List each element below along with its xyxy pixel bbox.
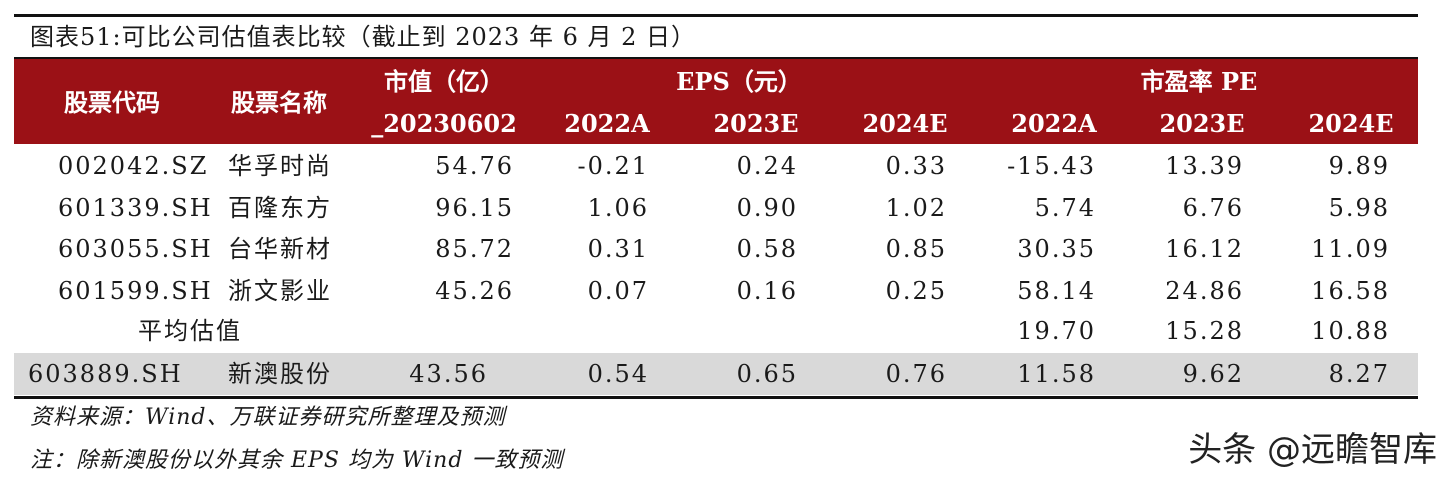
benchmark-row: 603889.SH 新澳股份 43.56 0.54 0.65 0.76 11.5… (14, 353, 1418, 395)
header-pe-2023: 2023E (1159, 109, 1245, 138)
table-row: 601599.SH 浙文影业 45.26 0.07 0.16 0.25 58.1… (14, 271, 1418, 311)
table-title: 图表51:可比公司估值表比较（截止到 2023 年 6 月 2 日） (30, 23, 697, 51)
source-note: 资料来源：Wind、万联证券研究所整理及预测 (30, 405, 506, 430)
pe-2022: 58.14 (1017, 277, 1096, 305)
average-pe-2024: 10.88 (1311, 317, 1390, 345)
stock-code: 002042.SZ (58, 152, 209, 180)
benchmark-market-cap: 43.56 (409, 360, 488, 388)
stock-name: 百隆东方 (228, 194, 332, 222)
stock-code: 603055.SH (58, 235, 213, 263)
benchmark-pe-2023: 9.62 (1182, 360, 1244, 388)
average-label: 平均估值 (138, 317, 242, 345)
pe-2024: 16.58 (1311, 277, 1390, 305)
pe-2022: -15.43 (1007, 152, 1096, 180)
market-cap: 45.26 (435, 277, 514, 305)
table-header: 股票代码 股票名称 市值（亿） _20230602 EPS（元） 市盈率 PE … (14, 59, 1418, 144)
header-mktcap-date: _20230602 (371, 109, 517, 138)
pe-2022: 5.74 (1034, 194, 1096, 222)
eps-2023: 0.90 (736, 194, 798, 222)
market-cap: 85.72 (435, 235, 514, 263)
header-eps-group: EPS（元） (676, 67, 802, 96)
market-cap: 54.76 (435, 152, 514, 180)
top-rule (14, 14, 1418, 17)
eps-2024: 0.33 (885, 152, 947, 180)
eps-2023: 0.24 (736, 152, 798, 180)
stock-code: 601339.SH (58, 194, 213, 222)
pe-2024: 11.09 (1311, 235, 1390, 263)
benchmark-name: 新澳股份 (228, 360, 332, 388)
header-mktcap: 市值（亿） (384, 67, 504, 96)
benchmark-eps-2022: 0.54 (587, 360, 649, 388)
header-name: 股票名称 (231, 88, 327, 117)
eps-2023: 0.58 (736, 235, 798, 263)
table-row: 603055.SH 台华新材 85.72 0.31 0.58 0.85 30.3… (14, 229, 1418, 269)
header-pe-2022: 2022A (1011, 109, 1097, 138)
watermark: 头条 @远瞻智库 (1188, 430, 1437, 470)
pe-2023: 24.86 (1165, 277, 1244, 305)
eps-2024: 0.25 (885, 277, 947, 305)
pe-2022: 30.35 (1017, 235, 1096, 263)
title-rule (14, 57, 1418, 59)
eps-2022: 0.31 (587, 235, 649, 263)
footnote: 注：除新澳股份以外其余 EPS 均为 Wind 一致预测 (30, 448, 564, 473)
pe-2023: 16.12 (1165, 235, 1244, 263)
average-pe-2023: 15.28 (1165, 317, 1244, 345)
benchmark-code: 603889.SH (28, 360, 183, 388)
pe-2023: 13.39 (1165, 152, 1244, 180)
bottom-rule (14, 396, 1418, 399)
stock-code: 601599.SH (58, 277, 213, 305)
pe-2023: 6.76 (1182, 194, 1244, 222)
pe-2024: 9.89 (1328, 152, 1390, 180)
benchmark-eps-2023: 0.65 (736, 360, 798, 388)
stock-name: 华孚时尚 (228, 152, 332, 180)
eps-2022: 0.07 (587, 277, 649, 305)
stock-name: 浙文影业 (228, 277, 332, 305)
benchmark-pe-2024: 8.27 (1328, 360, 1390, 388)
header-eps-2022: 2022A (564, 109, 650, 138)
stock-name: 台华新材 (228, 235, 332, 263)
header-pe-2024: 2024E (1308, 109, 1394, 138)
header-code: 股票代码 (64, 88, 160, 117)
header-eps-2023: 2023E (713, 109, 799, 138)
eps-2024: 1.02 (885, 194, 947, 222)
eps-2024: 0.85 (885, 235, 947, 263)
pe-2024: 5.98 (1328, 194, 1390, 222)
eps-2023: 0.16 (736, 277, 798, 305)
market-cap: 96.15 (435, 194, 514, 222)
header-eps-2024: 2024E (862, 109, 948, 138)
header-pe-group: 市盈率 PE (1140, 67, 1258, 96)
benchmark-eps-2024: 0.76 (885, 360, 947, 388)
average-row: 平均估值 19.70 15.28 10.88 (14, 311, 1418, 351)
table-row: 601339.SH 百隆东方 96.15 1.06 0.90 1.02 5.74… (14, 188, 1418, 228)
eps-2022: 1.06 (587, 194, 649, 222)
benchmark-pe-2022: 11.58 (1017, 360, 1096, 388)
table-row: 002042.SZ 华孚时尚 54.76 -0.21 0.24 0.33 -15… (14, 146, 1418, 186)
average-pe-2022: 19.70 (1017, 317, 1096, 345)
eps-2022: -0.21 (577, 152, 649, 180)
